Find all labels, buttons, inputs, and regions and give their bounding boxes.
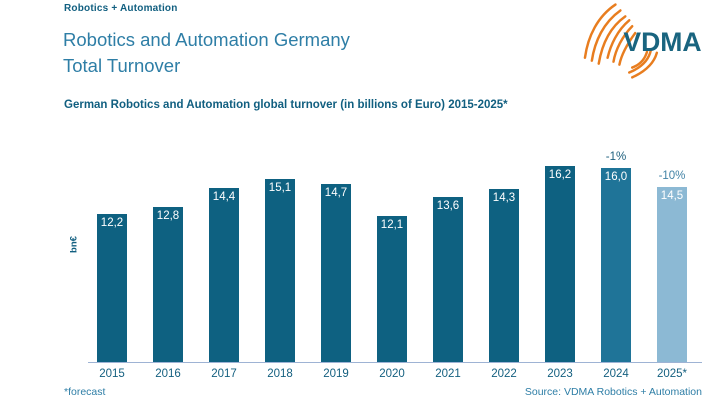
x-axis-label: 2017 <box>211 368 237 380</box>
y-axis-label: bn€ <box>68 236 80 253</box>
bar <box>153 207 183 362</box>
bar <box>601 168 631 362</box>
x-axis-label: 2015 <box>99 368 125 380</box>
bar-value-label: 12,8 <box>156 210 180 222</box>
bar-value-label: 14,7 <box>324 187 348 199</box>
footnote: *forecast <box>64 386 106 398</box>
bar-value-label: 13,6 <box>436 200 460 212</box>
bar <box>321 184 351 362</box>
bar <box>97 214 127 362</box>
bar-value-label: 12,1 <box>380 219 404 231</box>
page-title-line2: Total Turnover <box>63 55 181 76</box>
bar <box>433 197 463 362</box>
x-axis-label: 2025* <box>656 368 688 380</box>
bar <box>657 187 687 362</box>
bar-value-label: 16,0 <box>604 171 628 183</box>
x-axis-label: 2020 <box>379 368 405 380</box>
bar-chart: 12,2 2015 12,8 2016 14,4 2017 15,1 2018 14,7 2019… <box>88 140 710 395</box>
x-axis-line <box>88 362 702 363</box>
x-axis-label: 2023 <box>547 368 573 380</box>
bar <box>265 179 295 362</box>
eyebrow-label: Robotics + Automation <box>64 3 178 14</box>
page-title: Robotics and Automation Germany Total Tu… <box>63 27 350 79</box>
percent-change-label: -10% <box>658 170 686 182</box>
bar <box>489 189 519 362</box>
bar <box>209 188 239 362</box>
x-axis-label: 2018 <box>267 368 293 380</box>
bar-value-label: 12,2 <box>100 217 124 229</box>
x-axis-label: 2019 <box>323 368 349 380</box>
bar-value-label: 15,1 <box>268 182 292 194</box>
bar-value-label: 16,2 <box>548 169 572 181</box>
bar-value-label: 14,3 <box>492 192 516 204</box>
source-text: Source: VDMA Robotics + Automation <box>524 386 702 398</box>
bar-value-label: 14,4 <box>212 191 236 203</box>
bar <box>377 216 407 362</box>
x-axis-label: 2022 <box>491 368 517 380</box>
x-axis-label: 2024 <box>603 368 629 380</box>
logo-wordmark: VDMA <box>623 27 701 57</box>
percent-change-label: -1% <box>605 151 627 163</box>
bar-value-label: 14,5 <box>660 190 684 202</box>
vdma-logo: VDMA <box>583 3 702 79</box>
page-title-line1: Robotics and Automation Germany <box>63 29 350 50</box>
x-axis-label: 2016 <box>155 368 181 380</box>
logo-arcs-icon <box>583 3 659 79</box>
x-axis-label: 2021 <box>435 368 461 380</box>
chart-title: German Robotics and Automation global tu… <box>64 99 508 111</box>
bar <box>545 166 575 362</box>
